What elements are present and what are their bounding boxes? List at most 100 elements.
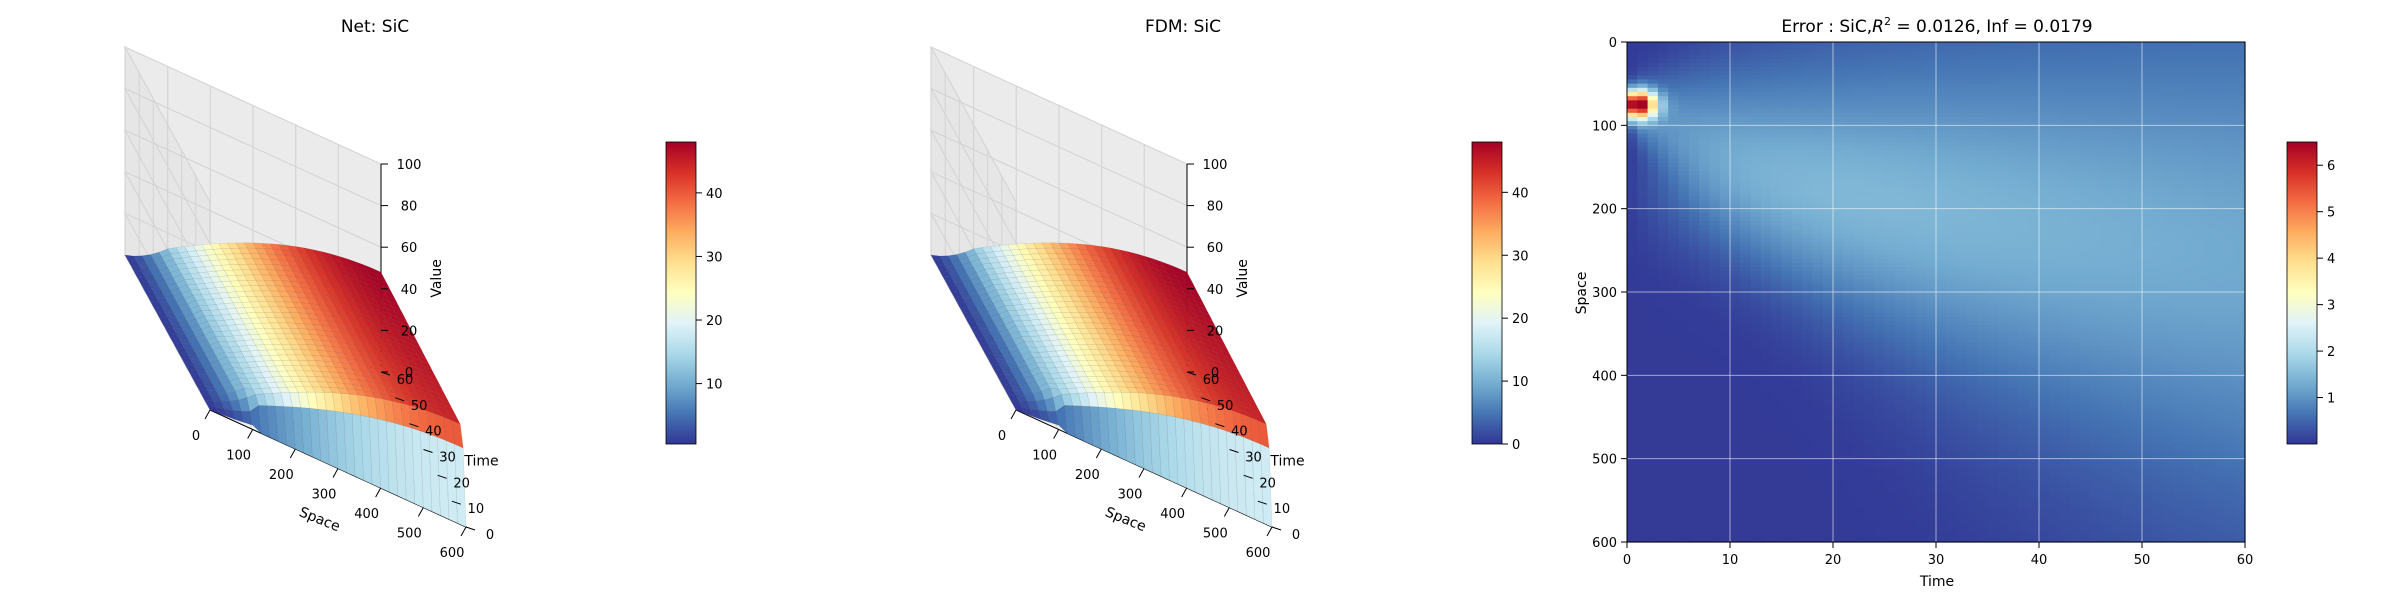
heatmap-cell: [1699, 367, 1710, 372]
heatmap-cell: [1833, 367, 1844, 372]
heatmap-cell: [1719, 237, 1731, 243]
heatmap-cell: [1740, 392, 1752, 397]
heatmap-cell: [1802, 104, 1813, 110]
heatmap-cell: [1668, 521, 1680, 526]
heatmap-cell: [1863, 104, 1875, 110]
heatmap-cell: [1771, 167, 1783, 172]
heatmap-cell: [1699, 379, 1710, 385]
heatmap-cell: [1637, 312, 1649, 318]
heatmap-cell: [1740, 100, 1752, 106]
value-tick-label: 80: [1207, 200, 1224, 215]
heatmap-cell: [1668, 450, 1680, 456]
heatmap-cell: [1750, 487, 1762, 493]
heatmap-cell: [1781, 58, 1793, 64]
heatmap-cell: [1802, 137, 1813, 143]
heatmap-cell: [1657, 333, 1669, 339]
heatmap-cell: [1833, 212, 1844, 218]
heatmap-cell: [1688, 342, 1700, 347]
heatmap-cell: [1771, 237, 1783, 243]
heatmap-cell: [1781, 442, 1793, 447]
heatmap-cell: [1688, 392, 1700, 397]
heatmap-cell: [1637, 525, 1649, 531]
heatmap-cell: [1771, 308, 1783, 314]
heatmap-cell: [1822, 46, 1834, 51]
heatmap-cell: [1822, 183, 1834, 189]
heatmap-cell: [1843, 125, 1855, 131]
colorbar-tick-label: 20: [706, 314, 723, 329]
heatmap-cell: [1884, 112, 1896, 118]
heatmap-cell: [1678, 312, 1690, 318]
heatmap-cell: [1874, 325, 1886, 331]
heatmap-cell: [1781, 162, 1793, 168]
heatmap-cell: [1884, 54, 1896, 60]
heatmap-cell: [1833, 233, 1844, 239]
heatmap-cell: [1843, 496, 1855, 501]
heatmap-cell: [1760, 129, 1772, 135]
heatmap-cell: [1730, 262, 1741, 268]
heatmap-cell: [1688, 79, 1700, 85]
heatmap-cell: [1853, 175, 1865, 181]
heatmap-cell: [1709, 229, 1721, 235]
heatmap-cell: [1699, 512, 1710, 518]
heatmap-cell: [1812, 325, 1824, 331]
heatmap-cell: [1812, 146, 1824, 151]
heatmap-cell: [1627, 154, 1638, 160]
heatmap-cell: [1874, 379, 1886, 385]
heatmap-cell: [1699, 183, 1710, 189]
heatmap-cell: [1740, 467, 1752, 472]
heatmap-cell: [1668, 512, 1680, 518]
heatmap-cell: [1833, 504, 1844, 510]
heatmap-cell: [1637, 150, 1649, 156]
heatmap-cell: [1822, 533, 1834, 539]
heatmap-cell: [1730, 254, 1741, 260]
heatmap-cell: [1812, 129, 1824, 135]
heatmap-cell: [1627, 242, 1638, 247]
heatmap-cell: [1791, 87, 1803, 93]
heatmap-cell: [1791, 521, 1803, 526]
heatmap-cell: [1863, 112, 1875, 118]
heatmap-cell: [1647, 279, 1659, 285]
heatmap-cell: [1750, 275, 1762, 281]
heatmap-cell: [1627, 271, 1638, 276]
heatmap-cell: [1833, 379, 1844, 385]
heatmap-cell: [1812, 267, 1824, 272]
heatmap-cell: [1627, 312, 1638, 318]
heatmap-cell: [1781, 158, 1793, 164]
heatmap-cell: [1802, 171, 1813, 176]
heatmap-cell: [1781, 196, 1793, 201]
heatmap-cell: [1771, 496, 1783, 501]
heatmap-cell: [1812, 42, 1824, 47]
heatmap-cell: [1688, 471, 1700, 476]
heatmap-cell: [1863, 492, 1875, 497]
heatmap-cell: [1822, 242, 1834, 247]
heatmap-cell: [1637, 254, 1649, 260]
heatmap-cell: [1760, 154, 1772, 160]
heatmap-cell: [1863, 171, 1875, 176]
heatmap-cell: [1791, 183, 1803, 189]
heatmap-cell: [1678, 350, 1690, 356]
heatmap-cell: [1822, 492, 1834, 497]
heatmap-cell: [1771, 54, 1783, 60]
heatmap-cell: [1833, 312, 1844, 318]
heatmap-cell: [1688, 83, 1700, 89]
heatmap-cell: [1668, 233, 1680, 239]
heatmap-cell: [1863, 450, 1875, 456]
heatmap-cell: [1699, 383, 1710, 389]
heatmap-cell: [1781, 342, 1793, 347]
heatmap-cell: [1843, 412, 1855, 418]
heatmap-cell: [1853, 442, 1865, 447]
heatmap-cell: [1709, 354, 1721, 360]
heatmap-cell: [1771, 350, 1783, 356]
heatmap-cell: [1874, 175, 1886, 181]
heatmap-cell: [1771, 187, 1783, 193]
heatmap-cell: [1802, 58, 1813, 64]
heatmap-cell: [1750, 508, 1762, 514]
heatmap-cell: [1822, 400, 1834, 406]
heatmap-cell: [1750, 517, 1762, 522]
heatmap-cell: [1657, 125, 1669, 131]
heatmap-cell: [1719, 437, 1731, 443]
heatmap-cell: [1874, 137, 1886, 143]
heatmap-cell: [1647, 442, 1659, 447]
heatmap-cell: [1678, 471, 1690, 476]
heatmap-cell: [1874, 421, 1886, 426]
